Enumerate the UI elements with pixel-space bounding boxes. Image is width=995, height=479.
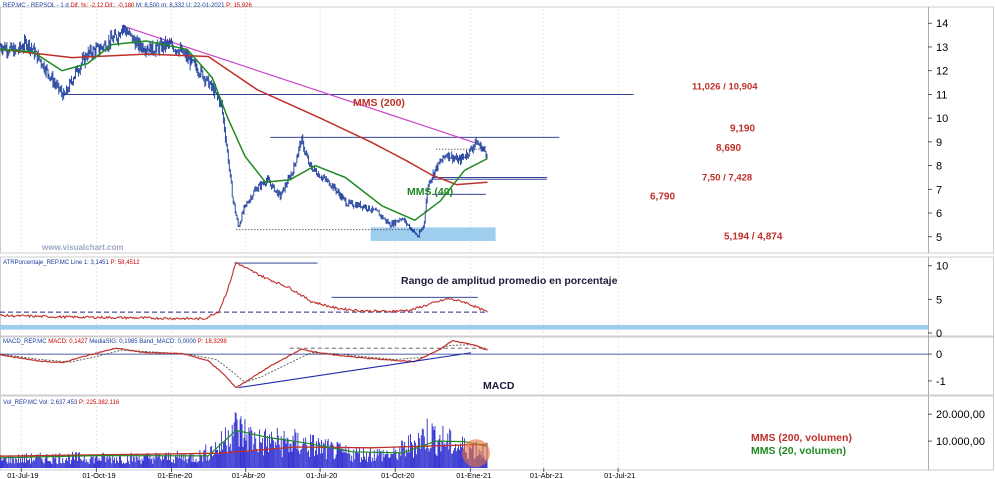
atr-line (0, 261, 488, 321)
macd-panel: MACD (0, 339, 928, 392)
macd-line (0, 339, 488, 389)
panel-frame-vol (0, 395, 994, 471)
volume-mms20-line (0, 429, 488, 459)
macd-panel-header: MACD_REP.MC MACD: 0,1427 MediaSIG: 0,198… (3, 339, 227, 345)
y-tick-label-price: 13 (936, 42, 948, 54)
level-label: 7,50 / 7,428 (702, 172, 752, 183)
volume-panel-header: Vol_REP.MC Vol: 2.637.453 P: 225.382.116 (3, 400, 120, 406)
panel-frame-atr (0, 256, 994, 338)
panel-frame-price (0, 6, 994, 254)
y-tick-label-macd: 0 (936, 349, 942, 361)
y-tick-label-price: 9 (936, 137, 942, 149)
x-tick-label: 01-Abr-21 (530, 471, 563, 479)
header-field: M: 8,500 (134, 3, 160, 9)
header-field: Vol: 2.637.453 (37, 400, 78, 406)
x-tick-label: 01-Ene-21 (456, 471, 491, 479)
header-field: P: 58,4512 (109, 260, 140, 266)
level-label: 11,026 / 10,904 (692, 81, 758, 92)
volume-highlight-circle (462, 439, 491, 468)
atr-panel: Rango de amplitud promedio en porcentaje (0, 261, 928, 330)
y-tick-label-volume: 20.000,00 (936, 409, 985, 421)
atr-panel-header: ATRPorcentaje_REP.MC Line 1: 3,1451 P: 5… (3, 260, 140, 266)
header-field: MACD: 0,1427 (47, 339, 89, 345)
zone-label: 5,194 / 4,874 (724, 231, 783, 242)
price-panel-header: REP.MC - REPSOL - 1 d Dif. %: -2,12 Dif.… (3, 3, 252, 9)
resistance-trendline (121, 25, 477, 144)
x-tick-label: 01-Jul-20 (306, 471, 337, 479)
header-field: ATRPorcentaje_REP.MC (3, 260, 70, 266)
header-field: REP.MC - REPSOL - 1 d (3, 3, 69, 9)
header-field: P: 18,3298 (196, 339, 227, 345)
header-field: Band_MACD: 0,0000 (138, 339, 197, 345)
x-tick-label: 01-Oct-20 (381, 471, 414, 479)
header-field: P: 15,926 (224, 3, 252, 9)
header-field: Line 1: 3,1451 (69, 260, 109, 266)
y-tick-label-price: 10 (936, 113, 948, 125)
mms40-line (0, 40, 488, 221)
macd-trendline (238, 352, 472, 389)
y-tick-label-price: 8 (936, 161, 942, 173)
mms200-label: MMS (200) (353, 97, 405, 109)
y-tick-label-macd: -1 (936, 376, 946, 388)
volume-mms200-line (0, 443, 488, 457)
volume-legend-mms200: MMS (200, volumen) (751, 432, 852, 444)
macd-signal-line (0, 344, 488, 383)
volume-panel: MMS (200, volumen)MMS (20, volumen) (0, 412, 852, 468)
header-field: Dif.: -0,180 (103, 3, 135, 9)
y-tick-label-atr: 0 (936, 328, 942, 340)
level-label: 6,790 (650, 191, 675, 202)
mms40-label: MMS (40) (407, 186, 453, 198)
x-tick-label: 01-Jul-21 (604, 471, 635, 479)
support-zone (370, 227, 496, 241)
x-axis-ticks: 01-Jul-19 01-Oct-19 01-Ene-20 01-Abr-20 01-J… (7, 468, 635, 479)
header-field: Vol_REP.MC (3, 400, 38, 406)
header-field: m: 8,332 (159, 3, 185, 9)
atr-title: Rango de amplitud promedio en porcentaje (401, 275, 618, 287)
y-tick-label-price: 6 (936, 208, 942, 220)
x-tick-label: 01-Jul-19 (7, 471, 38, 479)
grid-lines (20, 9, 619, 468)
macd-title: MACD (483, 380, 515, 392)
level-label: 8,690 (716, 143, 741, 154)
y-tick-label-price: 12 (936, 66, 948, 78)
y-tick-label-volume: 10.000,00 (936, 436, 985, 448)
header-field: MediaSIG: 0,1985 (88, 339, 139, 345)
header-field: U: 22-01-2021 (184, 3, 225, 9)
panel-frames (0, 6, 994, 471)
watermark: www.visualchart.com (41, 243, 124, 252)
y-tick-label-price: 11 (936, 89, 947, 101)
mms200-line (0, 48, 488, 186)
volume-legend-mms20: MMS (20, volumen) (751, 445, 846, 457)
atr-base-zone (0, 324, 928, 330)
y-tick-label-atr: 10 (936, 261, 948, 273)
price-panel: 5,194 / 4,874 11,026 / 10,904 9,190 8,690 7,… (0, 24, 783, 242)
y-axis-ticks: 5 6 7 8 9 10 11 12 13 14 0 5 10 -1 0 10.000,00 20.000,00 (928, 18, 985, 448)
panel-frame-macd (0, 335, 994, 396)
x-tick-label: 01-Ene-20 (157, 471, 192, 479)
level-label: 9,190 (730, 123, 755, 134)
header-field: P: 225.382.116 (77, 400, 120, 406)
y-tick-label-price: 14 (936, 18, 948, 30)
y-tick-label-atr: 5 (936, 294, 942, 306)
x-tick-label: 01-Oct-19 (82, 471, 115, 479)
header-field: MACD_REP.MC (3, 339, 47, 345)
y-tick-label-price: 7 (936, 184, 942, 196)
x-tick-label: 01-Abr-20 (232, 471, 265, 479)
y-tick-label-price: 5 (936, 232, 942, 244)
header-field: Dif. %: -2,12 (69, 3, 104, 9)
